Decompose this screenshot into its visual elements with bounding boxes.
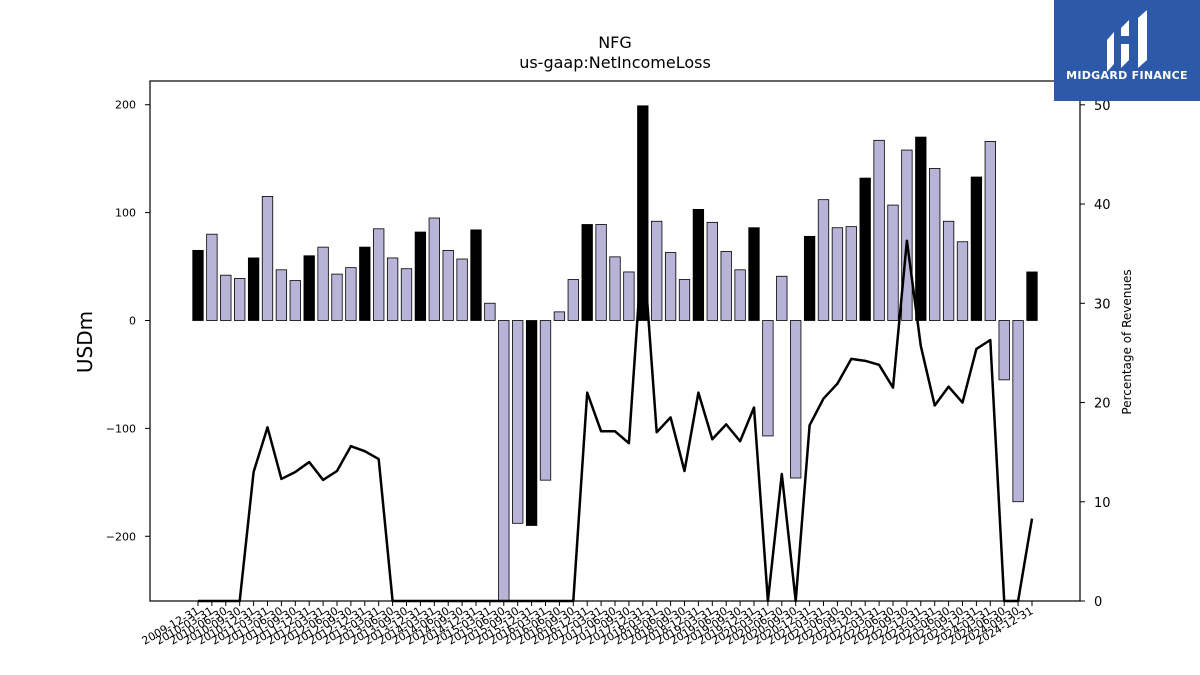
bar-2010-12-31 bbox=[247, 257, 260, 321]
bar-2024-06-30 bbox=[998, 320, 1010, 381]
bar-2016-09-30 bbox=[567, 279, 579, 321]
bar-2024-09-30 bbox=[1012, 320, 1024, 503]
bar-2021-03-31 bbox=[817, 199, 830, 321]
bar-2010-06-30 bbox=[220, 274, 232, 321]
bar-2022-03-31 bbox=[873, 139, 885, 321]
brand-logo: MIDGARD FINANCE bbox=[1054, 0, 1200, 101]
bar-2020-12-31 bbox=[803, 235, 816, 321]
bar-2013-06-30 bbox=[386, 257, 399, 321]
bar-2011-06-30 bbox=[275, 269, 288, 321]
bar-2024-12-31 bbox=[1026, 271, 1038, 321]
bar-2016-03-31 bbox=[539, 320, 552, 481]
bar-2023-09-30 bbox=[956, 241, 969, 321]
y-tick-label: −100 bbox=[106, 422, 136, 435]
bar-2018-09-30 bbox=[678, 279, 691, 321]
bar-2016-12-31 bbox=[581, 224, 593, 321]
y2-tick-label: 10 bbox=[1094, 496, 1111, 511]
plot-frame bbox=[149, 80, 1081, 602]
bar-2021-06-30 bbox=[831, 227, 844, 321]
bar-2018-03-31 bbox=[651, 220, 663, 321]
logo-text: MIDGARD FINANCE bbox=[1066, 69, 1188, 82]
bar-2015-03-31 bbox=[484, 302, 496, 321]
bar-2014-12-31 bbox=[470, 229, 482, 321]
bar-2024-03-31 bbox=[984, 141, 996, 321]
y-tick-label: 100 bbox=[115, 207, 136, 220]
bar-2014-03-31 bbox=[428, 217, 440, 321]
bar-2023-12-31 bbox=[970, 176, 983, 321]
bar-2018-06-30 bbox=[664, 252, 677, 321]
bar-2019-06-30 bbox=[720, 251, 732, 321]
y-tick-label: 0 bbox=[129, 315, 136, 328]
bar-2010-03-31 bbox=[206, 233, 218, 321]
bar-2015-12-31 bbox=[525, 320, 538, 526]
bar-2018-12-31 bbox=[692, 208, 705, 321]
bar-2013-12-31 bbox=[414, 231, 427, 321]
chart-title: NFG bbox=[598, 33, 632, 52]
y2-axis-label: Percentage of Revenues bbox=[1120, 269, 1134, 415]
bar-2019-12-31 bbox=[748, 227, 760, 321]
y-axis-label: USDm bbox=[73, 310, 97, 374]
bar-2013-09-30 bbox=[400, 268, 413, 321]
bar-2011-12-31 bbox=[303, 255, 315, 321]
chart-subtitle: us-gaap:NetIncomeLoss bbox=[519, 53, 711, 72]
bar-2020-06-30 bbox=[776, 275, 788, 321]
bar-2011-03-31 bbox=[261, 196, 274, 321]
bar-2022-12-31 bbox=[915, 136, 927, 321]
bar-2022-06-30 bbox=[887, 204, 899, 321]
line-series-percentage-of-revenues bbox=[198, 239, 1034, 603]
y2-tick-label: 50 bbox=[1094, 99, 1111, 114]
y2-tick-label: 20 bbox=[1094, 397, 1111, 412]
bar-2011-09-30 bbox=[289, 280, 301, 321]
bar-2017-12-31 bbox=[637, 105, 649, 321]
bar-2019-09-30 bbox=[734, 269, 746, 321]
y2-tick-label: 40 bbox=[1094, 198, 1111, 213]
bar-2013-03-31 bbox=[373, 228, 385, 321]
bar-2019-03-31 bbox=[706, 221, 718, 321]
bar-2014-09-30 bbox=[456, 258, 468, 321]
bar-2023-06-30 bbox=[942, 220, 955, 321]
bar-2020-09-30 bbox=[790, 320, 802, 479]
logo-mark-icon bbox=[1107, 10, 1147, 72]
bar-2012-06-30 bbox=[331, 273, 343, 321]
bar-2021-12-31 bbox=[859, 177, 871, 321]
bar-2022-09-30 bbox=[901, 149, 913, 321]
bar-2015-06-30 bbox=[498, 320, 510, 602]
bar-2014-06-30 bbox=[442, 249, 454, 321]
bar-2020-03-31 bbox=[762, 320, 774, 437]
bar-2015-09-30 bbox=[512, 320, 524, 524]
bar-2012-12-31 bbox=[359, 246, 371, 321]
bar-2012-03-31 bbox=[317, 246, 329, 321]
bar-2017-06-30 bbox=[609, 256, 621, 321]
y-tick-label: 200 bbox=[115, 99, 136, 112]
y2-tick-label: 0 bbox=[1094, 595, 1102, 610]
bar-2016-06-30 bbox=[553, 311, 566, 321]
bar-2010-09-30 bbox=[234, 278, 246, 321]
bar-2012-09-30 bbox=[345, 267, 357, 321]
bar-2017-09-30 bbox=[623, 271, 635, 321]
bar-2023-03-31 bbox=[929, 167, 941, 321]
bar-2009-12-31 bbox=[192, 249, 204, 321]
bar-2021-09-30 bbox=[845, 226, 857, 321]
bar-2017-03-31 bbox=[595, 224, 607, 321]
y2-tick-label: 30 bbox=[1094, 297, 1111, 312]
y-tick-label: −200 bbox=[106, 530, 136, 543]
